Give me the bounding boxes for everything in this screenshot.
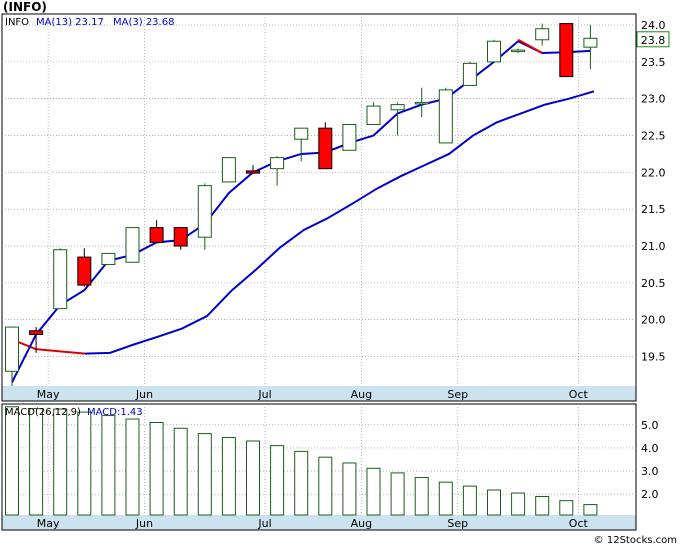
candle-body <box>342 123 357 151</box>
macd-tick-label: 3.0 <box>641 465 659 478</box>
macd-x-label: Jun <box>135 517 153 530</box>
candle-body <box>101 252 116 265</box>
price-tick-label: 22.0 <box>641 166 666 179</box>
macd-bar <box>221 437 236 516</box>
macd-bar <box>5 406 19 516</box>
price-x-label: Jul <box>257 388 271 401</box>
candle-body <box>221 157 236 183</box>
macd-x-label: May <box>37 517 60 530</box>
price-tick-label: 20.0 <box>641 314 666 327</box>
macd-x-axis-band <box>2 515 636 530</box>
candle-body <box>390 104 405 111</box>
macd-bar <box>270 445 285 516</box>
macd-bar <box>77 411 92 516</box>
candle-body <box>414 101 429 105</box>
candle-body <box>462 62 477 86</box>
macd-panel: 2.0 3.0 4.0 5.0 May Jun Jul Aug Sep Oct MACD(26,12… <box>1 403 659 531</box>
candle-body <box>487 40 501 63</box>
macd-bar <box>535 496 550 516</box>
legend-ma3: MA(3) 23.68 <box>113 17 174 28</box>
macd-tick-label: 2.0 <box>641 488 659 501</box>
page-title: (INFO) <box>3 0 47 14</box>
candle-body <box>535 28 550 41</box>
x-axis-band <box>2 386 636 401</box>
macd-x-label: Jul <box>257 517 271 530</box>
price-x-label: Aug <box>351 388 372 401</box>
legend-ma13: MA(13) 23.17 <box>36 17 104 28</box>
candle-body <box>511 49 526 53</box>
candle-body <box>559 23 574 78</box>
macd-bar <box>438 481 453 516</box>
macd-bar <box>583 504 598 516</box>
macd-x-label: Sep <box>447 517 468 530</box>
candle-body <box>53 249 68 310</box>
macd-bar <box>101 415 116 516</box>
price-x-label: Sep <box>447 388 468 401</box>
candle-body <box>366 105 381 125</box>
macd-legend-value: MACD:1.43 <box>87 407 143 418</box>
candle-body <box>438 89 453 144</box>
price-x-label: Oct <box>569 388 589 401</box>
candle-body <box>197 185 212 238</box>
price-x-label: Jun <box>135 388 153 401</box>
candle-body <box>173 227 188 247</box>
ma13-line <box>84 90 595 355</box>
candle-body <box>5 326 19 372</box>
price-tick-label: 22.5 <box>641 130 666 143</box>
macd-bar <box>53 408 68 516</box>
macd-bar <box>487 489 501 516</box>
candle-body <box>125 227 140 263</box>
macd-bar <box>366 467 381 516</box>
ma3-line <box>11 40 591 383</box>
candle-body <box>149 227 164 243</box>
macd-bar <box>125 418 140 516</box>
macd-bar <box>559 500 574 516</box>
macd-bar <box>318 456 333 516</box>
price-frame <box>1 13 637 402</box>
candle-body <box>294 127 309 140</box>
price-tick-label: 23.0 <box>641 93 666 106</box>
macd-bar <box>511 492 526 516</box>
macd-bar <box>173 427 188 516</box>
price-tick-label: 21.0 <box>641 240 666 253</box>
watermark: © 12Stocks.com <box>593 535 677 546</box>
macd-bar <box>342 462 357 516</box>
candle-body <box>583 37 598 48</box>
macd-bar <box>246 440 260 516</box>
macd-bar <box>29 408 44 516</box>
macd-tick-label: 5.0 <box>641 419 659 432</box>
candle-body <box>246 170 260 174</box>
macd-bar <box>462 485 477 516</box>
candle-body <box>318 127 333 170</box>
last-price-label: 23.8 <box>641 34 666 47</box>
candle-body <box>270 157 285 170</box>
macd-bar <box>414 477 429 516</box>
price-x-label: May <box>37 388 60 401</box>
price-tick-label: 21.5 <box>641 203 666 216</box>
macd-x-label: Aug <box>351 517 372 530</box>
macd-frame <box>1 403 637 531</box>
price-panel: 19.5 20.0 20.5 21.0 21.5 22.0 22.5 23.0 23.5 24.0… <box>1 13 670 402</box>
macd-bar <box>149 422 164 516</box>
macd-bar <box>197 433 212 516</box>
last-price-box <box>636 31 670 48</box>
ma3-line-recent <box>517 38 543 54</box>
price-tick-label: 23.5 <box>641 56 666 69</box>
price-tick-label: 20.5 <box>641 277 666 290</box>
candle-body <box>29 330 44 335</box>
candle-body <box>77 256 92 286</box>
macd-bar <box>390 472 405 516</box>
legend-symbol: INFO <box>5 17 29 28</box>
price-tick-label: 24.0 <box>641 19 666 32</box>
macd-legend-label: MACD(26,12,9) <box>5 407 81 418</box>
macd-bar <box>294 450 309 516</box>
ma3-line-early <box>13 339 86 355</box>
price-tick-label: 19.5 <box>641 351 666 364</box>
macd-tick-label: 4.0 <box>641 442 659 455</box>
macd-x-label: Oct <box>569 517 589 530</box>
